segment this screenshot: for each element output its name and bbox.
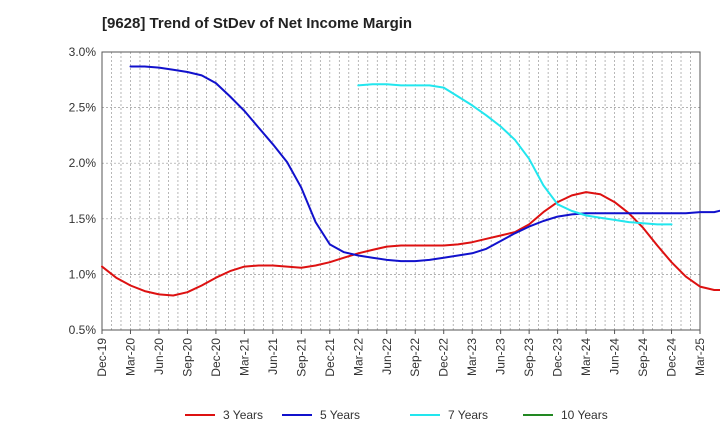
y-tick-label: 1.5% bbox=[69, 212, 97, 226]
legend-label: 10 Years bbox=[561, 408, 608, 422]
plot-frame bbox=[101, 51, 701, 331]
y-tick-label: 2.5% bbox=[69, 101, 97, 115]
x-tick-label: Mar-25 bbox=[693, 338, 707, 376]
y-tick-label: 1.0% bbox=[69, 267, 97, 281]
series-line-1 bbox=[101, 191, 720, 297]
x-tick-label: Dec-21 bbox=[323, 338, 337, 377]
x-tick-label: Sep-21 bbox=[294, 338, 308, 377]
x-tick-label: Dec-22 bbox=[437, 338, 451, 377]
y-tick-label: 2.0% bbox=[69, 156, 97, 170]
x-tick-label: Dec-24 bbox=[665, 338, 679, 377]
x-tick-label: Dec-23 bbox=[551, 338, 565, 377]
chart-title: [9628] Trend of StDev of Net Income Marg… bbox=[102, 15, 413, 32]
x-tick-label: Jun-23 bbox=[494, 338, 508, 375]
y-tick-label: 0.5% bbox=[69, 323, 97, 337]
legend-label: 3 Years bbox=[223, 408, 263, 422]
legend-label: 7 Years bbox=[448, 408, 488, 422]
legend-label: 5 Years bbox=[320, 408, 360, 422]
x-tick-label: Mar-23 bbox=[465, 338, 479, 376]
x-tick-label: Jun-21 bbox=[266, 338, 280, 375]
x-tick-label: Jun-20 bbox=[152, 338, 166, 375]
x-tick-label: Sep-23 bbox=[522, 338, 536, 377]
x-tick-label: Sep-22 bbox=[408, 338, 422, 377]
x-tick-label: Dec-20 bbox=[209, 338, 223, 377]
x-tick-label: Mar-21 bbox=[237, 338, 251, 376]
x-tick-label: Dec-19 bbox=[95, 338, 109, 377]
series-line-2 bbox=[129, 65, 720, 263]
x-tick-label: Jun-24 bbox=[608, 338, 622, 375]
x-tick-label: Jun-22 bbox=[380, 338, 394, 375]
series-line-3 bbox=[357, 83, 673, 226]
x-tick-label: Mar-22 bbox=[351, 338, 365, 376]
x-tick-label: Sep-24 bbox=[636, 338, 650, 377]
y-tick-label: 3.0% bbox=[69, 45, 97, 59]
x-tick-label: Mar-20 bbox=[123, 338, 137, 376]
x-tick-label: Sep-20 bbox=[180, 338, 194, 377]
x-tick-label: Mar-24 bbox=[579, 338, 593, 376]
